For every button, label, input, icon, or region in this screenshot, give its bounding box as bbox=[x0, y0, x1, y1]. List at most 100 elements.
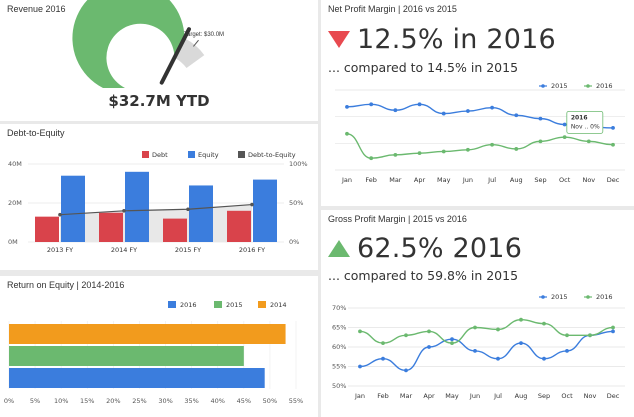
x-tick-label: Oct bbox=[559, 176, 571, 184]
legend-dot-2015 bbox=[541, 84, 545, 88]
down-arrow-icon bbox=[328, 31, 350, 48]
x-tick-label: Feb bbox=[377, 392, 389, 400]
series-point-2015 bbox=[369, 102, 374, 107]
series-point-2016 bbox=[381, 341, 385, 345]
gauge-target-tick bbox=[193, 39, 199, 47]
ratio-point bbox=[250, 202, 254, 207]
debt-bar bbox=[227, 210, 251, 242]
x-tick-label: Feb bbox=[365, 176, 377, 184]
debt-bar bbox=[163, 218, 187, 242]
series-point-2015 bbox=[417, 102, 422, 107]
series-point-2015 bbox=[404, 368, 408, 373]
series-point-2016 bbox=[562, 135, 567, 140]
y-tick-left: 0M bbox=[8, 238, 18, 246]
series-point-2016 bbox=[611, 325, 615, 330]
ratio-point bbox=[58, 212, 62, 217]
revenue-value: $32.7M YTD bbox=[108, 92, 210, 110]
up-arrow-icon bbox=[328, 240, 350, 257]
series-point-2015 bbox=[466, 109, 470, 113]
gpm-headline: 62.5% 2016 bbox=[357, 233, 523, 264]
series-point-2016 bbox=[450, 341, 454, 345]
series-point-2016 bbox=[538, 139, 543, 144]
y-tick-left: 20M bbox=[8, 199, 22, 207]
legend-swatch-1 bbox=[188, 151, 195, 158]
x-tick-label: May bbox=[445, 392, 459, 400]
x-tick-label: Oct bbox=[561, 392, 573, 400]
series-point-2015 bbox=[538, 116, 543, 121]
legend-label-1: 2015 bbox=[226, 301, 243, 309]
y-tick-label: 65% bbox=[332, 324, 346, 332]
y-tick-label: 70% bbox=[332, 304, 346, 312]
equity-bar bbox=[253, 179, 277, 242]
y-tick-left: 40M bbox=[8, 160, 22, 168]
series-point-2015 bbox=[427, 345, 431, 349]
ratio-point bbox=[186, 207, 190, 212]
y-tick-right: 100% bbox=[289, 160, 308, 168]
x-tick-label: Jan bbox=[354, 392, 365, 400]
legend-label-1: Equity bbox=[198, 151, 219, 159]
gauge-fill bbox=[72, 0, 185, 88]
roe-bar-2014 bbox=[9, 324, 286, 344]
series-point-2015 bbox=[473, 349, 477, 353]
series-point-2016 bbox=[358, 329, 362, 334]
series-point-2015 bbox=[542, 356, 546, 361]
roe-bar-2015 bbox=[9, 346, 244, 366]
legend-label-0: 2016 bbox=[180, 301, 197, 309]
x-tick-label: 40% bbox=[211, 397, 225, 405]
revenue-gauge bbox=[72, 0, 205, 88]
series-point-2016 bbox=[417, 151, 422, 156]
equity-bar bbox=[125, 171, 149, 242]
legend-label-2: 2014 bbox=[270, 301, 287, 309]
x-tick-label: 35% bbox=[184, 397, 198, 405]
x-tick-label: 2015 FY bbox=[175, 246, 201, 254]
x-tick-label: 0% bbox=[4, 397, 14, 405]
x-tick-label: Mar bbox=[389, 176, 402, 184]
series-point-2016 bbox=[496, 327, 500, 332]
x-tick-label: Sep bbox=[538, 392, 550, 400]
gpm-panel: Gross Profit Margin | 2015 vs 2016 62.5%… bbox=[321, 210, 634, 417]
y-tick-right: 50% bbox=[289, 199, 303, 207]
x-tick-label: 45% bbox=[237, 397, 251, 405]
legend-swatch-2 bbox=[238, 151, 245, 158]
series-point-2015 bbox=[514, 113, 519, 118]
series-line-2015 bbox=[359, 330, 614, 372]
x-tick-label: 5% bbox=[30, 397, 40, 405]
debt-equity-title: Debt-to-Equity bbox=[7, 128, 65, 138]
debt-bar bbox=[99, 212, 123, 242]
series-point-2015 bbox=[393, 108, 398, 113]
x-tick-label: Jul bbox=[493, 392, 502, 400]
legend-label-2015: 2015 bbox=[551, 82, 568, 90]
roe-bar-2016 bbox=[9, 368, 265, 388]
series-point-2015 bbox=[496, 356, 500, 361]
series-point-2015 bbox=[519, 341, 523, 345]
npm-subline: ... compared to 14.5% in 2015 bbox=[328, 60, 519, 75]
x-tick-label: Dec bbox=[607, 392, 620, 400]
legend-label-2015: 2015 bbox=[551, 293, 568, 301]
x-tick-label: Jun bbox=[469, 392, 480, 400]
gpm-chart: 2015 2016 70% 65% 60% 55% 50% Jan Feb Mar Apr May Ju… bbox=[332, 293, 625, 400]
legend-label-2016: 2016 bbox=[596, 82, 613, 90]
x-tick-label: Apr bbox=[414, 176, 426, 184]
x-tick-label: 25% bbox=[132, 397, 146, 405]
series-point-2016 bbox=[369, 156, 374, 161]
x-tick-label: 30% bbox=[158, 397, 172, 405]
revenue-title: Revenue 2016 bbox=[7, 4, 66, 14]
gpm-title: Gross Profit Margin | 2015 vs 2016 bbox=[328, 214, 467, 224]
series-point-2016 bbox=[586, 139, 591, 144]
x-tick-label: 20% bbox=[106, 397, 120, 405]
revenue-panel: Revenue 2016 Target: $30.0M $32.7M YTD bbox=[0, 0, 318, 121]
roe-chart: 2016 2015 2014 0% 5% 10% 15% 20% 25% 30% 35% 40% 45%… bbox=[4, 301, 303, 405]
series-point-2016 bbox=[588, 333, 592, 338]
x-tick-label: Nov bbox=[584, 392, 597, 400]
y-tick-label: 50% bbox=[332, 382, 346, 390]
tooltip-box bbox=[566, 110, 604, 134]
series-point-2015 bbox=[381, 356, 385, 361]
x-tick-label: Mar bbox=[400, 392, 413, 400]
series-point-2015 bbox=[450, 337, 454, 342]
gauge-needle bbox=[159, 27, 191, 85]
x-tick-label: May bbox=[437, 176, 451, 184]
x-tick-label: Aug bbox=[510, 176, 523, 184]
debt-bar bbox=[35, 216, 59, 242]
series-point-2015 bbox=[565, 349, 569, 353]
series-point-2016 bbox=[565, 333, 569, 338]
